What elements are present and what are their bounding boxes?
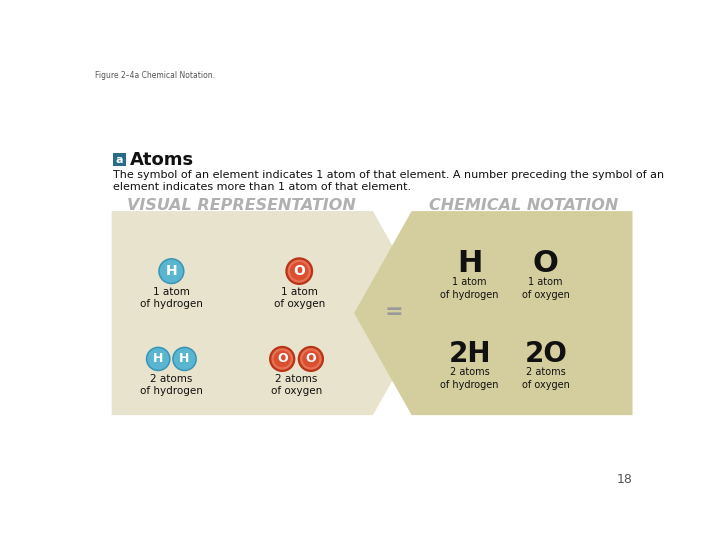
Text: O: O [277, 353, 287, 366]
Circle shape [271, 348, 293, 370]
Text: 2 atoms
of oxygen: 2 atoms of oxygen [522, 367, 570, 390]
Polygon shape [112, 211, 431, 415]
Text: a: a [116, 154, 123, 165]
Text: O: O [293, 264, 305, 278]
Circle shape [285, 257, 313, 285]
Text: 2 atoms
of hydrogen: 2 atoms of hydrogen [140, 374, 203, 396]
Circle shape [145, 347, 171, 372]
Text: 2O: 2O [524, 340, 567, 368]
Text: Atoms: Atoms [130, 151, 194, 168]
Text: 1 atom
of oxygen: 1 atom of oxygen [274, 287, 325, 309]
FancyBboxPatch shape [113, 153, 126, 166]
Circle shape [158, 258, 184, 284]
Circle shape [269, 346, 295, 372]
Text: CHEMICAL NOTATION: CHEMICAL NOTATION [429, 198, 618, 213]
Text: 2 atoms
of hydrogen: 2 atoms of hydrogen [441, 367, 499, 390]
Text: H: H [166, 264, 177, 278]
Text: The symbol of an element indicates 1 atom of that element. A number preceding th: The symbol of an element indicates 1 ato… [113, 170, 665, 180]
Text: H: H [457, 249, 482, 278]
Circle shape [290, 262, 309, 280]
Circle shape [302, 350, 320, 367]
Circle shape [287, 260, 311, 283]
Text: H: H [153, 353, 163, 366]
Text: 18: 18 [616, 473, 632, 486]
Text: H: H [179, 353, 190, 366]
Text: element indicates more than 1 atom of that element.: element indicates more than 1 atom of th… [113, 182, 411, 192]
Circle shape [274, 350, 291, 367]
Text: VISUAL REPRESENTATION: VISUAL REPRESENTATION [127, 198, 356, 213]
Text: =: = [384, 301, 403, 322]
Text: O: O [533, 249, 559, 278]
Circle shape [300, 348, 322, 370]
Polygon shape [354, 211, 632, 415]
Text: O: O [305, 353, 316, 366]
Text: 1 atom
of oxygen: 1 atom of oxygen [522, 278, 570, 300]
Text: 1 atom
of hydrogen: 1 atom of hydrogen [441, 278, 499, 300]
Text: Figure 2–4a Chemical Notation.: Figure 2–4a Chemical Notation. [96, 71, 215, 80]
Circle shape [172, 347, 197, 372]
Text: 1 atom
of hydrogen: 1 atom of hydrogen [140, 287, 203, 309]
Text: 2H: 2H [449, 340, 491, 368]
Text: 2 atoms
of oxygen: 2 atoms of oxygen [271, 374, 322, 396]
Circle shape [297, 346, 324, 372]
Circle shape [160, 260, 183, 283]
Circle shape [174, 348, 195, 370]
Circle shape [148, 348, 169, 370]
